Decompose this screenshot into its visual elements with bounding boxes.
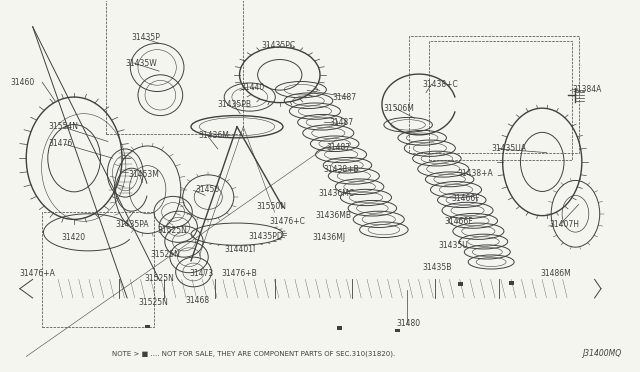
Text: 31436MJ: 31436MJ [312,233,346,243]
Text: NOTE > ■ .... NOT FOR SALE, THEY ARE COMPONENT PARTS OF SEC.310(31820).: NOTE > ■ .... NOT FOR SALE, THEY ARE COM… [113,350,396,357]
Text: 31435PA: 31435PA [116,221,149,230]
Text: 31438+A: 31438+A [458,169,493,177]
Bar [509,281,514,285]
Text: 31435B: 31435B [422,263,452,272]
Text: 314401I: 314401I [224,244,255,253]
Text: 31438+B: 31438+B [323,165,359,174]
Text: 31525N: 31525N [138,298,168,307]
Text: 31440: 31440 [240,83,264,92]
Bar [337,327,342,330]
Text: 31435U: 31435U [438,241,468,250]
Text: 31550N: 31550N [256,202,286,211]
Text: 31435PC: 31435PC [261,41,296,50]
Text: 31525N: 31525N [145,274,174,283]
Text: 31450: 31450 [195,185,220,194]
Bar [106,0,243,134]
Text: 31435UA: 31435UA [491,144,526,153]
Text: 31466F: 31466F [445,217,473,226]
Text: 31476+B: 31476+B [221,269,257,278]
Text: 31420: 31420 [61,233,86,243]
Text: 31476+C: 31476+C [269,217,305,226]
Text: 31435P: 31435P [132,33,161,42]
Text: 31476+A: 31476+A [20,269,56,278]
Text: 31468: 31468 [186,296,210,305]
Text: 31525N: 31525N [151,250,180,259]
Text: 31460: 31460 [10,78,35,87]
Text: 31435W: 31435W [125,59,157,68]
Text: 31525N: 31525N [157,226,187,235]
Bar [458,282,463,286]
Text: 31466F: 31466F [451,195,479,203]
Text: 31487: 31487 [333,93,357,102]
Text: 31480: 31480 [397,319,420,328]
Bar [429,41,572,160]
Text: 31436MB: 31436MB [316,211,351,220]
Text: 31453M: 31453M [129,170,159,179]
Text: 31486M: 31486M [540,269,571,278]
Bar [145,325,150,328]
Text: 31473: 31473 [189,269,213,278]
Text: 31436MC: 31436MC [319,189,355,198]
Text: J31400MQ: J31400MQ [582,349,621,358]
Bar [410,36,579,153]
Text: 31487: 31487 [330,119,354,128]
Text: 31506M: 31506M [384,104,415,113]
Text: 31435PB: 31435PB [218,100,252,109]
Text: 31436M: 31436M [198,131,230,141]
Bar [42,212,154,327]
Text: 31554N: 31554N [49,122,79,131]
Bar [396,329,401,333]
Text: 31435PD: 31435PD [248,231,284,241]
Text: 31438+C: 31438+C [422,80,458,89]
Text: 31407H: 31407H [550,221,580,230]
Text: 31487: 31487 [326,142,351,151]
Text: 31476: 31476 [49,139,73,148]
Text: 31384A: 31384A [572,85,602,94]
